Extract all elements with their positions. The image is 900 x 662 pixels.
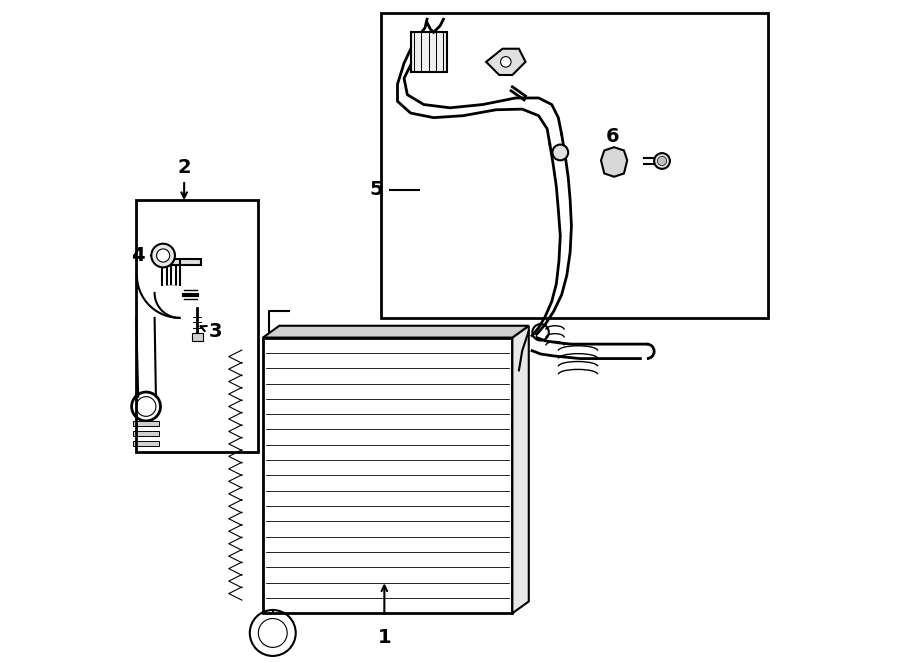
Bar — [133, 431, 159, 436]
Text: 5: 5 — [369, 180, 383, 199]
Circle shape — [654, 153, 670, 169]
Text: 2: 2 — [177, 158, 191, 177]
Circle shape — [553, 144, 568, 160]
Polygon shape — [263, 326, 529, 338]
Bar — [133, 441, 159, 446]
Text: 4: 4 — [131, 246, 145, 265]
Bar — [192, 333, 202, 341]
Bar — [165, 259, 201, 265]
Bar — [133, 421, 159, 426]
Polygon shape — [486, 49, 526, 75]
Circle shape — [157, 249, 170, 262]
Bar — [136, 200, 257, 452]
Text: 3: 3 — [209, 322, 222, 340]
Text: 1: 1 — [377, 628, 392, 647]
Bar — [410, 32, 446, 71]
Polygon shape — [601, 147, 627, 177]
Text: 6: 6 — [606, 127, 619, 146]
Circle shape — [500, 57, 511, 67]
Circle shape — [657, 156, 667, 166]
Polygon shape — [512, 326, 529, 613]
Bar — [381, 13, 769, 318]
Circle shape — [151, 244, 175, 267]
